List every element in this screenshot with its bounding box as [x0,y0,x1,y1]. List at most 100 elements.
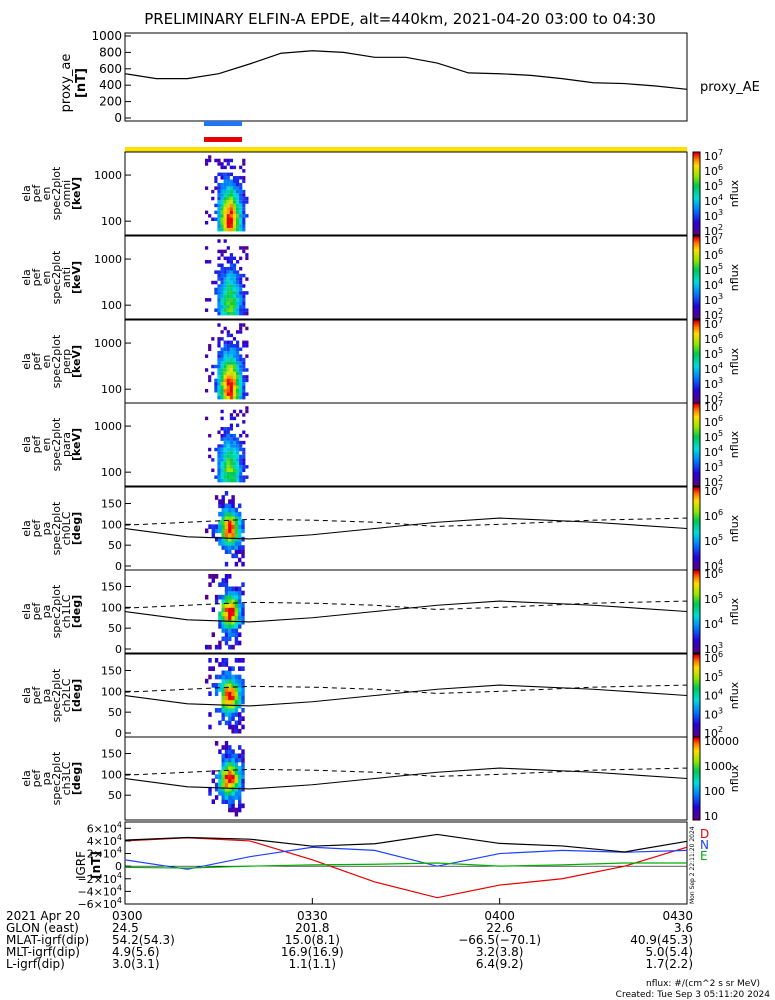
spec-panel-1-colorbar-band [693,262,700,266]
pa-panel-2-cell [214,687,219,692]
pa-panel-1-cell [211,578,215,583]
pa-panel-1-cell [224,615,229,621]
pa-panel-1-cell [238,603,242,608]
spec-panel-3-cell [229,468,233,473]
spec-panel-0-cell [229,203,233,208]
spec-panel-2-cell [229,357,233,362]
spec-panel-0-cell [236,193,240,197]
pa-panel-1-colorbar-band [693,646,700,650]
spec-panel-3-ylabel: en [40,438,53,452]
spec-panel-3-cell [226,440,230,445]
spec-panel-0-cell [217,193,221,197]
spec-panel-0-cell [229,220,233,225]
footer-value: 0400 [484,909,515,923]
pa-panel-0-cell [224,491,229,496]
spec-panel-3-cell [217,461,221,466]
pa-panel-0-cell [218,541,222,546]
spec-panel-0-cell [242,217,246,222]
pa-panel-2-colorbar-band [693,720,700,723]
spec-panel-2-cell [208,375,212,379]
pa-panel-2-cell [221,678,225,684]
spec-panel-0-cell [242,196,246,201]
spec-panel-1-cell [223,256,227,261]
spec-panel-1-cell [229,273,233,278]
pa-panel-0-cell [228,545,232,550]
spec-panel-3-cell [223,461,227,466]
pa-panel-3-cell [211,778,215,784]
spec-panel-1-cell [229,298,233,302]
spec-panel-1-cell [226,298,230,302]
igrf-ytick-label: −6×104 [77,896,122,911]
spec-panel-3-cell [239,471,243,476]
footer-value: 40.9(45.3) [630,933,693,947]
spec-panel-3-cell [226,478,230,483]
spec-panel-0-cell [226,207,230,211]
pa-panel-2-cell [221,683,225,688]
pa-panel-2-cb-tick: 103 [704,706,723,721]
pa-panel-2-cell [241,724,245,730]
spec-panel-1-cell [245,256,249,261]
spec-panel-0-cell [217,203,221,208]
pa-panel-0-cell [238,545,242,550]
pa-panel-0-cell [238,549,242,554]
spec-panel-2-colorbar-band [693,342,700,346]
pa-panel-0-colorbar-band [693,565,700,569]
spec-panel-1-ylabel: [keV] [70,261,83,294]
spec-panel-2-cell [232,378,237,383]
pa-panel-2-cell [228,674,232,680]
spec-panel-3-cell [220,454,224,459]
pa-panel-2-cell [221,674,225,680]
pa-panel-3-colorbar-band [693,811,700,815]
spec-panel-3-cell [214,475,218,479]
spec-panel-2-cell [217,378,221,383]
pa-panel-3-cell [228,766,232,771]
pa-panel-3-cell [214,774,219,779]
igrf-ylabel-1: IGRF [74,851,88,879]
spec-panel-3-cell [236,468,240,473]
spec-panel-2-colorbar-band [693,359,700,362]
spec-panel-0-cell [205,186,209,190]
spec-panel-0-cell [217,224,221,228]
spec-panel-3-cell [236,475,240,479]
pa-panel-3-cell [218,774,222,779]
spec-panel-3-cell [232,440,237,445]
spec-panel-2-cell [220,354,224,358]
spec-panel-3-cell [229,423,233,428]
pa-panel-0-cb-tick: 104 [704,558,723,573]
spec-panel-1-colorbar-band [693,236,700,239]
pa-panel-2-cell [238,678,242,684]
spec-panel-1-colorbar-band [693,267,700,270]
pa-panel-3-cb-label: nflux [728,764,741,792]
spec-panel-2-colorbar-band [693,392,700,396]
spec-panel-2-cell [217,357,221,362]
pa-panel-0-cell [228,549,232,554]
spec-panel-0-cell [223,158,227,163]
pa-panel-1-cell [234,590,239,596]
spec-panel-1-cell [232,284,237,288]
pa-panel-1-cell [234,599,239,604]
spec-panel-3-cell [229,451,233,455]
spec-panel-2-cell [242,368,246,372]
spec-panel-3-cell [232,433,237,438]
spec-panel-3-cell [223,437,227,441]
spec-panel-0-cell [236,176,240,180]
spec-panel-0-colorbar-band [693,220,700,224]
spec-panel-1-cell [242,249,246,254]
igrf-ytick-label: 4×104 [87,833,122,848]
spec-panel-1-cell [220,249,224,254]
spec-panel-2-cell [239,347,243,351]
pa-panel-0-cell [241,561,245,567]
pa-panel-1-colorbar-band [693,572,700,575]
spec-panel-2-cell [229,395,233,400]
spec-panel-2-cell [220,368,224,372]
pa-panel-0-cell [214,495,219,500]
pa-panel-0-colorbar-band [693,526,700,529]
pa-panel-2-cell [224,712,229,717]
pa-panel-2-colorbar-band [693,672,700,676]
spec-panel-3-colorbar-band [693,434,700,437]
pa-panel-2-colorbar-band [693,680,700,684]
spec-panel-2-cell [217,337,221,341]
spec-panel-1-colorbar-band [693,316,700,320]
pa-panel-2-cell [234,658,239,663]
pa-panel-0-cell [221,503,225,509]
